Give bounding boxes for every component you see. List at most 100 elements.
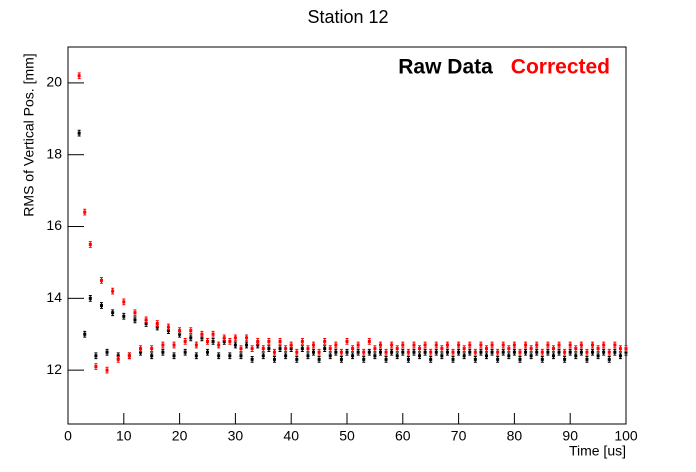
point [284, 354, 288, 358]
point [345, 350, 349, 354]
point [624, 347, 628, 351]
point [228, 339, 232, 343]
point [557, 350, 561, 354]
point [356, 350, 360, 354]
point [412, 343, 416, 347]
point [596, 347, 600, 351]
point [83, 210, 87, 214]
point [211, 332, 215, 336]
point [384, 357, 388, 361]
point [166, 329, 170, 333]
point [217, 354, 221, 358]
point [306, 354, 310, 358]
point [272, 357, 276, 361]
legend-entry: Raw Data [398, 56, 493, 79]
point [490, 343, 494, 347]
point [289, 347, 293, 351]
point [507, 354, 511, 358]
point [245, 336, 249, 340]
point [546, 343, 550, 347]
point [200, 332, 204, 336]
point [323, 347, 327, 351]
point [412, 350, 416, 354]
point [122, 314, 126, 318]
point [445, 343, 449, 347]
point [144, 318, 148, 322]
x-tick-label: 70 [451, 428, 467, 444]
point [222, 336, 226, 340]
point [267, 339, 271, 343]
point [161, 343, 165, 347]
point [367, 350, 371, 354]
point [83, 332, 87, 336]
point [451, 350, 455, 354]
point [362, 350, 366, 354]
point [233, 336, 237, 340]
point [613, 343, 617, 347]
point [189, 329, 193, 333]
point [272, 350, 276, 354]
point [111, 289, 115, 293]
point [116, 357, 120, 361]
point [306, 347, 310, 351]
point [228, 354, 232, 358]
point [127, 354, 131, 358]
point [429, 350, 433, 354]
point [395, 354, 399, 358]
point [591, 350, 595, 354]
x-tick-label: 50 [339, 428, 355, 444]
point [183, 350, 187, 354]
point [239, 347, 243, 351]
point [139, 347, 143, 351]
y-tick-label: 14 [46, 289, 62, 305]
point [94, 365, 98, 369]
point [468, 350, 472, 354]
point [189, 336, 193, 340]
point [133, 318, 137, 322]
point [250, 357, 254, 361]
y-tick-label: 18 [46, 145, 62, 161]
point [540, 350, 544, 354]
point [295, 350, 299, 354]
x-tick-label: 60 [395, 428, 411, 444]
point [334, 343, 338, 347]
point [535, 350, 539, 354]
point [99, 278, 103, 282]
y-tick-label: 16 [46, 217, 62, 233]
point [485, 354, 488, 358]
point [607, 357, 611, 361]
point [155, 321, 159, 325]
point [161, 350, 165, 354]
point [429, 357, 433, 361]
point [339, 350, 343, 354]
point [496, 350, 500, 354]
point [524, 350, 528, 354]
point [434, 343, 438, 347]
point [434, 350, 438, 354]
point [245, 343, 249, 347]
point [289, 343, 293, 347]
point [211, 339, 215, 343]
point [457, 350, 461, 354]
point [490, 350, 494, 354]
point [317, 350, 321, 354]
point [384, 350, 388, 354]
chart-title: Station 12 [307, 7, 388, 27]
point [485, 347, 488, 351]
point [339, 357, 343, 361]
x-tick-label: 40 [283, 428, 299, 444]
point [150, 354, 154, 358]
point [323, 339, 327, 343]
point [524, 343, 528, 347]
point [278, 347, 282, 351]
point [300, 347, 304, 351]
y-tick-label: 20 [46, 74, 62, 90]
point [194, 343, 198, 347]
point [351, 347, 355, 351]
point [172, 354, 176, 358]
legend-entry: Corrected [511, 56, 610, 79]
point [546, 350, 550, 354]
point [155, 325, 159, 329]
point [194, 354, 198, 358]
